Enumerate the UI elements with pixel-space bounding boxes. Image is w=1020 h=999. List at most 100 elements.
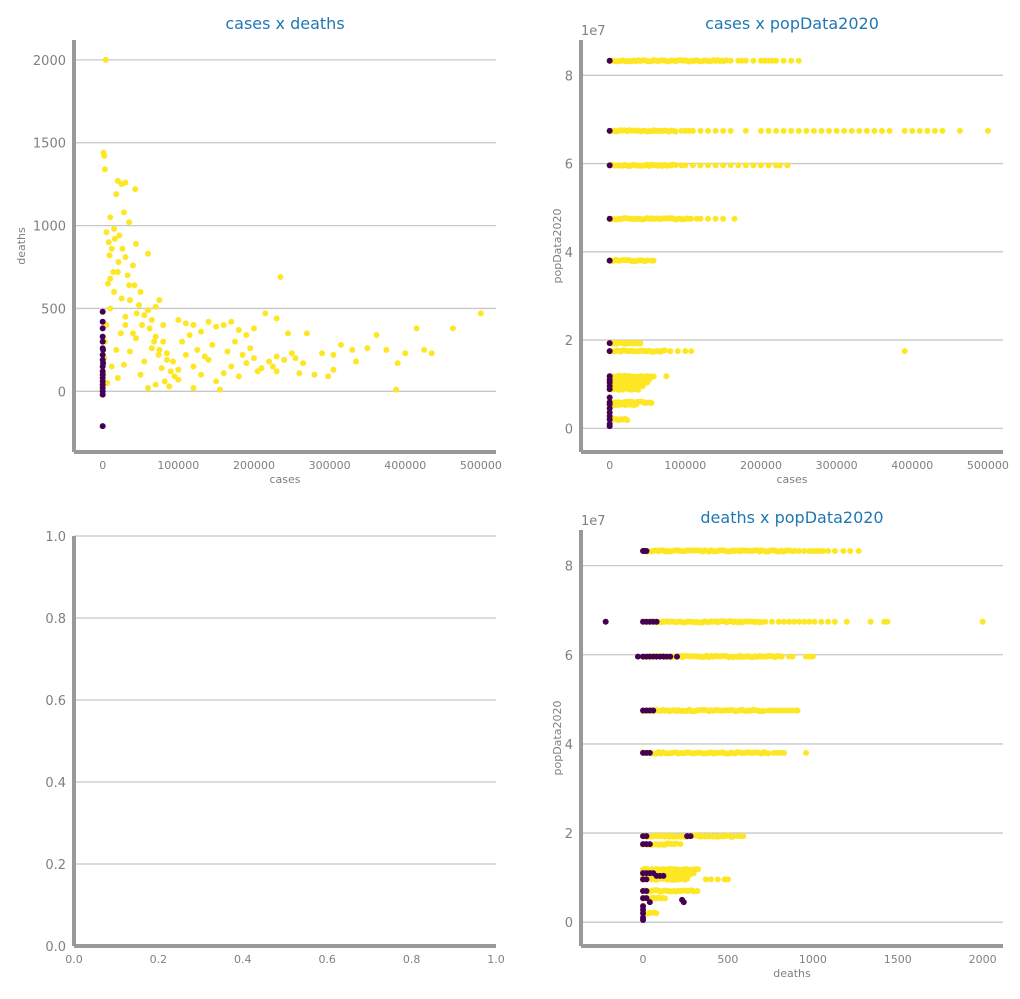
data-point <box>720 215 727 222</box>
data-point <box>644 379 651 386</box>
data-point <box>113 346 120 353</box>
data-band <box>640 875 731 883</box>
data-point <box>266 358 273 365</box>
data-point <box>131 282 138 289</box>
data-point <box>730 833 737 840</box>
x-tick-label: 400000 <box>384 459 426 472</box>
data-point <box>761 707 768 714</box>
data-point <box>101 166 108 173</box>
data-point <box>855 547 862 554</box>
x-tick-label: 1000 <box>799 953 827 966</box>
data-point <box>643 833 650 840</box>
data-point <box>104 380 111 387</box>
data-point <box>757 162 764 169</box>
y-tick-label: 6 <box>565 649 573 664</box>
data-point <box>171 373 178 380</box>
data-point <box>672 162 679 169</box>
data-point <box>239 351 246 358</box>
data-point <box>727 127 734 134</box>
x-tick-label: 0.8 <box>403 953 421 966</box>
x-axis-label: cases <box>269 473 300 486</box>
data-point <box>413 325 420 332</box>
chart-title: cases x deaths <box>225 14 344 33</box>
data-point <box>635 386 642 393</box>
data-point <box>680 899 687 906</box>
data-point <box>254 368 261 375</box>
data-point <box>137 371 144 378</box>
data-point <box>624 417 631 424</box>
data-point <box>152 333 159 340</box>
data-point <box>606 394 613 401</box>
data-point <box>198 328 205 335</box>
data-point <box>145 307 152 314</box>
data-point <box>156 346 163 353</box>
data-point <box>646 841 653 848</box>
chart-panel-3: 0.0 0.2 0.4 0.6 0.8 1.0 0.0 0.2 0.4 0.6 0.8 1.0 <box>45 530 504 966</box>
data-point <box>775 618 782 625</box>
data-point <box>104 280 111 287</box>
data-point <box>727 162 734 169</box>
data-point <box>820 547 827 554</box>
data-point <box>156 297 163 304</box>
data-point <box>663 373 670 380</box>
data-point <box>687 833 694 840</box>
x-tick-label: 0.2 <box>150 953 168 966</box>
data-point <box>677 841 684 848</box>
data-band <box>640 706 801 715</box>
y-tick-label: 1000 <box>33 220 66 235</box>
data-point <box>167 368 174 375</box>
data-point <box>296 370 303 377</box>
data-point <box>801 618 808 625</box>
data-point <box>791 547 798 554</box>
x-tick-label: 0 <box>640 953 647 966</box>
data-point <box>695 866 702 873</box>
data-point <box>145 385 152 391</box>
data-point <box>235 373 242 380</box>
data-point <box>107 305 114 312</box>
chart-panel-4: 0 2 4 6 8 0 500 1000 1500 2000 deaths x popData202… <box>551 508 1003 980</box>
data-series <box>602 547 694 923</box>
data-point <box>688 348 695 355</box>
data-point <box>653 910 660 917</box>
data-point <box>209 341 216 348</box>
data-point <box>250 325 257 332</box>
data-point <box>311 371 318 378</box>
data-point <box>702 876 709 883</box>
data-point <box>806 618 813 625</box>
data-point <box>650 707 657 714</box>
data-point <box>667 348 674 355</box>
data-point <box>818 127 825 134</box>
data-point <box>606 340 613 347</box>
data-point <box>148 317 155 324</box>
data-point <box>795 127 802 134</box>
data-point <box>840 547 847 554</box>
data-point <box>186 331 193 338</box>
data-point <box>166 383 173 390</box>
data-point <box>122 179 129 186</box>
data-point <box>105 239 112 246</box>
data-point <box>120 361 127 368</box>
data-band <box>640 547 862 555</box>
data-point <box>235 327 242 333</box>
data-band <box>606 256 657 265</box>
chart-title: deaths x popData2020 <box>700 508 883 527</box>
data-point <box>213 378 220 385</box>
data-point <box>122 313 129 320</box>
data-point <box>788 57 795 64</box>
data-point <box>606 416 613 423</box>
data-point <box>672 128 679 135</box>
y-offset-label: 1e7 <box>581 514 606 529</box>
data-point <box>161 378 168 385</box>
data-point <box>220 322 227 329</box>
data-point <box>220 370 227 377</box>
data-point <box>99 325 106 332</box>
data-point <box>224 348 231 355</box>
data-point <box>243 331 250 338</box>
data-point <box>273 353 280 360</box>
data-point <box>250 355 257 362</box>
x-tick-label: 400000 <box>891 459 933 472</box>
data-point <box>780 618 787 625</box>
data-point <box>106 252 113 259</box>
data-point <box>633 401 640 408</box>
data-point <box>867 618 874 625</box>
